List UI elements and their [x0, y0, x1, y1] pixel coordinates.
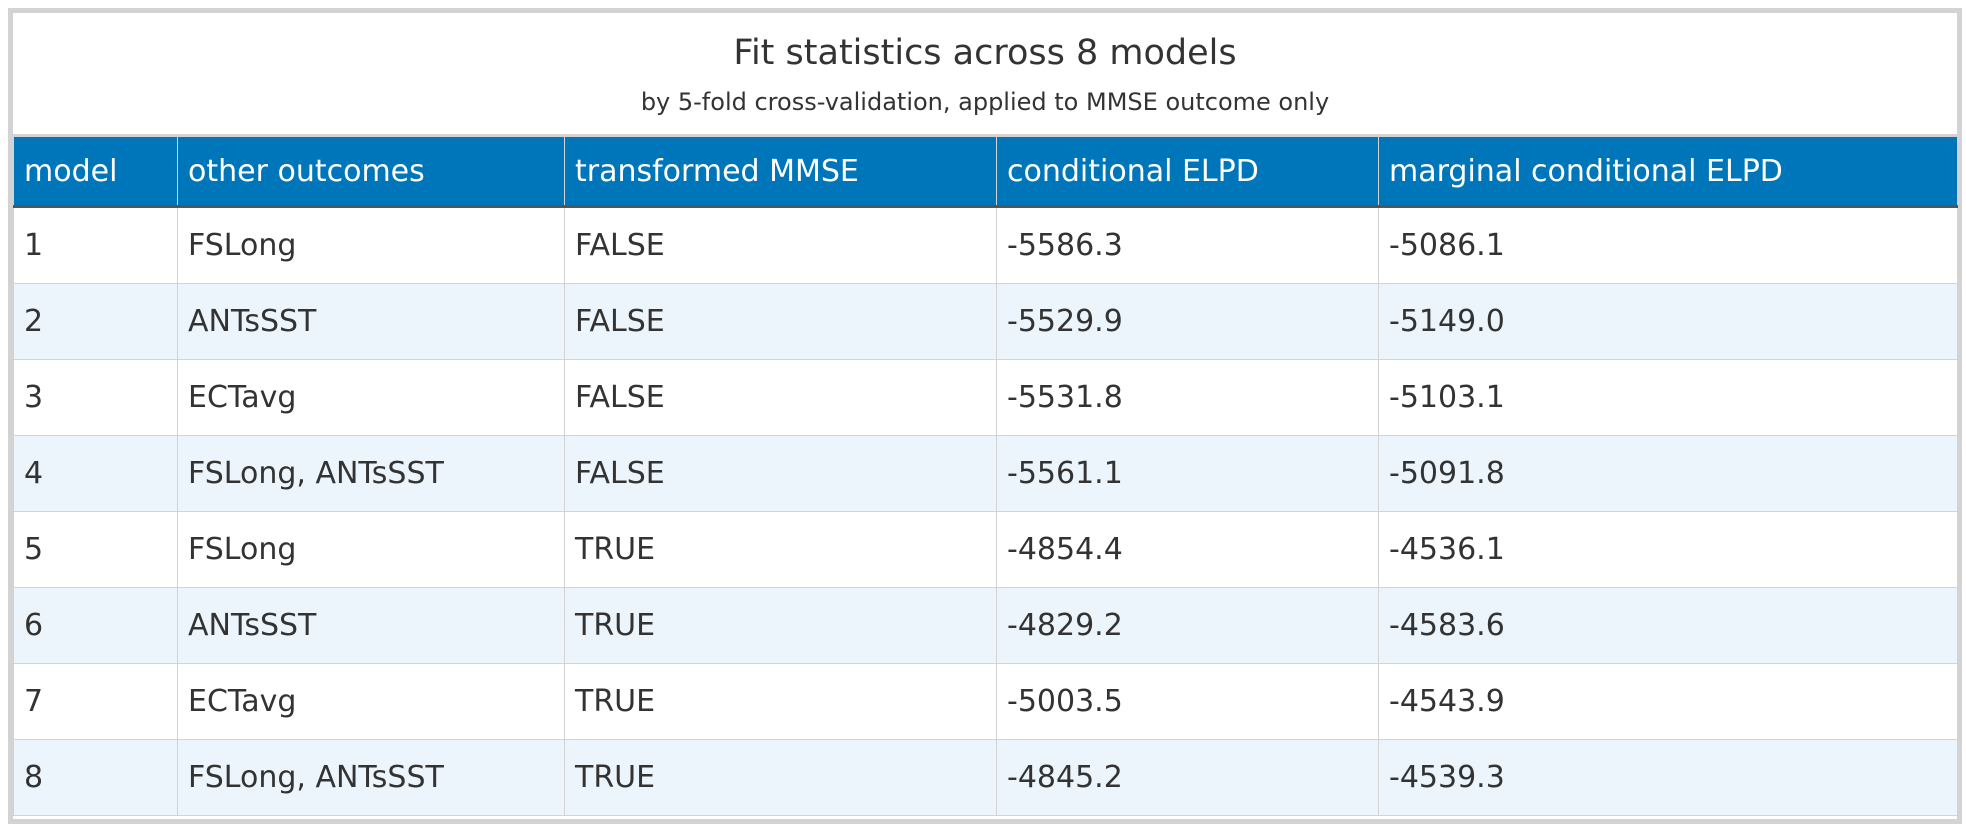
cell-marginal-conditional-elpd: -5086.1: [1378, 206, 1958, 284]
cell-transformed-mmse: FALSE: [564, 206, 997, 284]
cell-marginal-conditional-elpd: -5091.8: [1378, 435, 1958, 512]
cell-model: 7: [13, 663, 178, 740]
cell-marginal-conditional-elpd: -5103.1: [1378, 359, 1958, 436]
table-row: 4 FSLong, ANTsSST FALSE -5561.1 -5091.8: [13, 435, 1958, 512]
column-header-other-outcomes: other outcomes: [177, 137, 565, 208]
table-title: Fit statistics across 8 models: [733, 33, 1237, 73]
header-row: model other outcomes transformed MMSE co…: [13, 137, 1958, 208]
cell-model: 8: [13, 739, 178, 816]
cell-other-outcomes: FSLong: [177, 206, 565, 284]
cell-other-outcomes: ANTsSST: [177, 283, 565, 360]
cell-marginal-conditional-elpd: -4539.3: [1378, 739, 1958, 816]
cell-marginal-conditional-elpd: -4536.1: [1378, 511, 1958, 588]
cell-transformed-mmse: TRUE: [564, 587, 997, 664]
cell-other-outcomes: ECTavg: [177, 359, 565, 436]
cell-conditional-elpd: -5529.9: [996, 283, 1379, 360]
cell-model: 1: [13, 206, 178, 284]
table-row: 1 FSLong FALSE -5586.3 -5086.1: [13, 206, 1958, 284]
cell-transformed-mmse: FALSE: [564, 359, 997, 436]
cell-other-outcomes: FSLong, ANTsSST: [177, 739, 565, 816]
cell-conditional-elpd: -4854.4: [996, 511, 1379, 588]
cell-model: 3: [13, 359, 178, 436]
cell-conditional-elpd: -5003.5: [996, 663, 1379, 740]
cell-transformed-mmse: TRUE: [564, 663, 997, 740]
cell-transformed-mmse: FALSE: [564, 283, 997, 360]
table-row: 6 ANTsSST TRUE -4829.2 -4583.6: [13, 587, 1958, 664]
cell-conditional-elpd: -5586.3: [996, 206, 1379, 284]
cell-conditional-elpd: -5561.1: [996, 435, 1379, 512]
column-header-marginal-conditional-elpd: marginal conditional ELPD: [1378, 137, 1958, 208]
table-row: 3 ECTavg FALSE -5531.8 -5103.1: [13, 359, 1958, 436]
cell-conditional-elpd: -4829.2: [996, 587, 1379, 664]
cell-transformed-mmse: FALSE: [564, 435, 997, 512]
cell-transformed-mmse: TRUE: [564, 739, 997, 816]
table-container: Fit statistics across 8 models by 5-fold…: [8, 8, 1962, 824]
table-row: 8 FSLong, ANTsSST TRUE -4845.2 -4539.3: [13, 739, 1958, 816]
cell-other-outcomes: ANTsSST: [177, 587, 565, 664]
cell-model: 2: [13, 283, 178, 360]
cell-model: 6: [13, 587, 178, 664]
table-row: 7 ECTavg TRUE -5003.5 -4543.9: [13, 663, 1958, 740]
cell-marginal-conditional-elpd: -4543.9: [1378, 663, 1958, 740]
cell-other-outcomes: FSLong: [177, 511, 565, 588]
fit-statistics-table: model other outcomes transformed MMSE co…: [13, 137, 1958, 816]
cell-marginal-conditional-elpd: -5149.0: [1378, 283, 1958, 360]
column-header-transformed-mmse: transformed MMSE: [564, 137, 997, 208]
cell-transformed-mmse: TRUE: [564, 511, 997, 588]
cell-conditional-elpd: -5531.8: [996, 359, 1379, 436]
column-header-conditional-elpd: conditional ELPD: [996, 137, 1379, 208]
column-header-model: model: [13, 137, 178, 208]
cell-other-outcomes: FSLong, ANTsSST: [177, 435, 565, 512]
table-row: 2 ANTsSST FALSE -5529.9 -5149.0: [13, 283, 1958, 360]
table-row: 5 FSLong TRUE -4854.4 -4536.1: [13, 511, 1958, 588]
table-subtitle: by 5-fold cross-validation, applied to M…: [640, 88, 1330, 116]
cell-model: 4: [13, 435, 178, 512]
table-title-block: Fit statistics across 8 models by 5-fold…: [13, 13, 1957, 137]
cell-other-outcomes: ECTavg: [177, 663, 565, 740]
cell-conditional-elpd: -4845.2: [996, 739, 1379, 816]
cell-marginal-conditional-elpd: -4583.6: [1378, 587, 1958, 664]
cell-model: 5: [13, 511, 178, 588]
